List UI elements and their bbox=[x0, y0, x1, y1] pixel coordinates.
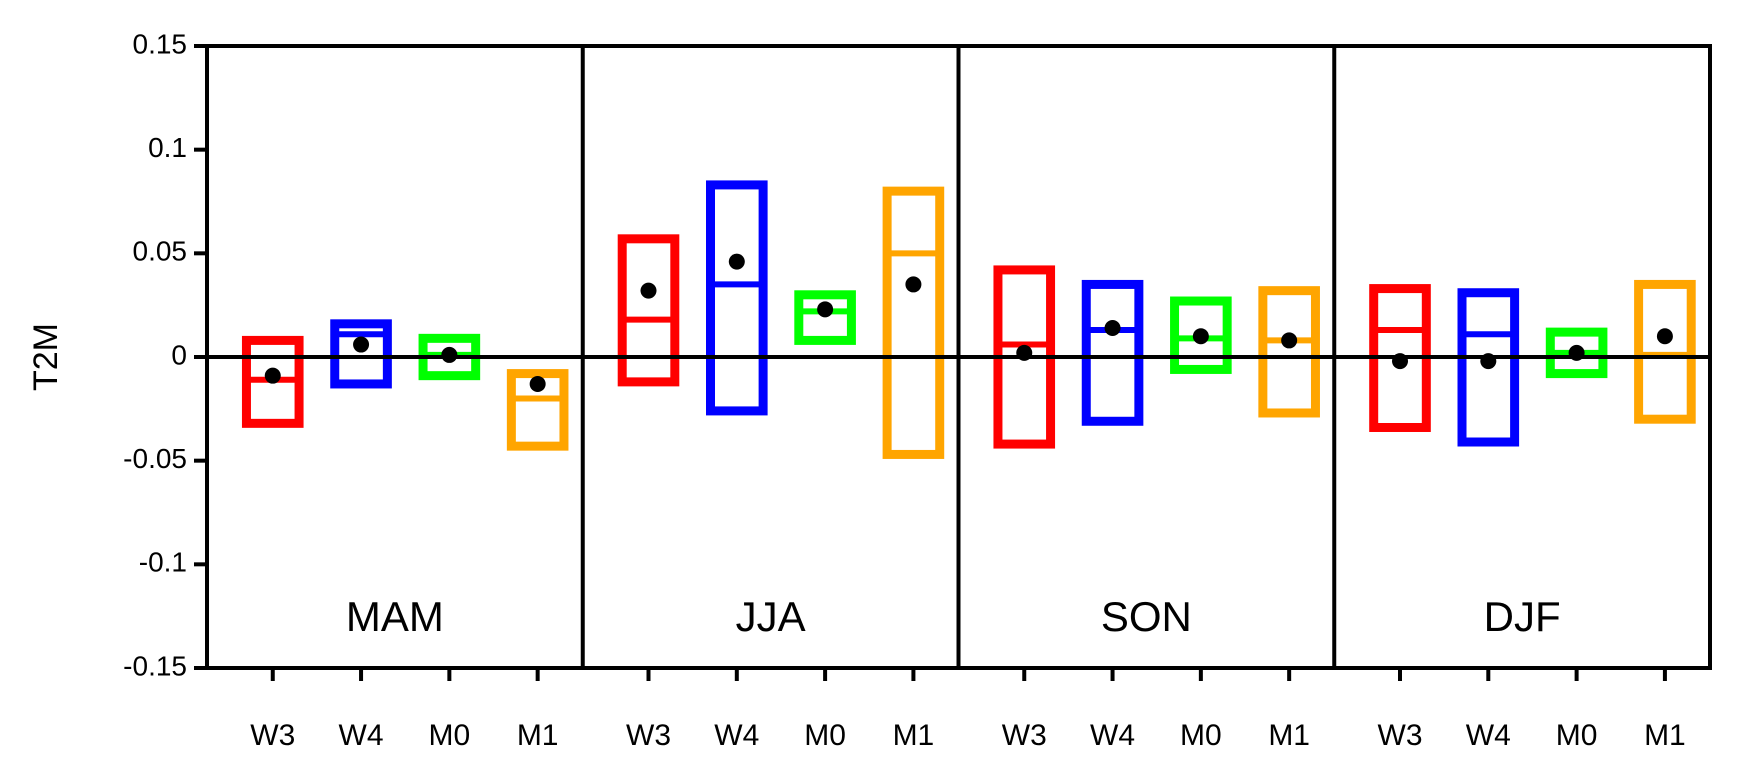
x-tick-label: M1 bbox=[1268, 719, 1310, 752]
box bbox=[882, 186, 945, 459]
box bbox=[1634, 279, 1696, 424]
box bbox=[794, 290, 856, 345]
x-tick-label: W4 bbox=[339, 719, 384, 752]
x-tick-label: M0 bbox=[1180, 719, 1222, 752]
mean-dot bbox=[1016, 344, 1033, 361]
x-tick-label: W3 bbox=[1002, 719, 1047, 752]
box bbox=[706, 180, 768, 416]
box bbox=[1258, 286, 1320, 418]
mean-dot bbox=[728, 253, 745, 270]
x-tick-label: W4 bbox=[714, 719, 759, 752]
box bbox=[617, 234, 680, 387]
x-tick-label: W4 bbox=[1090, 719, 1135, 752]
mean-dot bbox=[1192, 328, 1209, 345]
mean-dot bbox=[529, 375, 546, 392]
box bbox=[1081, 279, 1144, 426]
y-tick-label: 0.1 bbox=[148, 132, 187, 163]
x-tick-label: M1 bbox=[517, 719, 559, 752]
mean-dot bbox=[1656, 328, 1673, 345]
x-tick-label: M0 bbox=[804, 719, 846, 752]
x-tick-label: M0 bbox=[1556, 719, 1598, 752]
x-tick-label: W3 bbox=[1378, 719, 1423, 752]
box bbox=[506, 369, 569, 451]
y-tick-label: 0.05 bbox=[133, 236, 188, 267]
box bbox=[1170, 296, 1232, 374]
mean-dot bbox=[817, 301, 834, 318]
panel-label: SON bbox=[1101, 593, 1192, 640]
x-tick-label: M1 bbox=[893, 719, 935, 752]
y-tick-label: -0.15 bbox=[123, 650, 187, 681]
box bbox=[1457, 288, 1520, 447]
panel-label: DJF bbox=[1484, 593, 1561, 640]
y-tick-label: 0.15 bbox=[133, 28, 188, 59]
x-tick-label: W3 bbox=[250, 719, 295, 752]
mean-dot bbox=[1480, 353, 1497, 370]
mean-dot bbox=[640, 282, 657, 299]
x-tick-label: W3 bbox=[626, 719, 671, 752]
mean-dot bbox=[353, 336, 370, 353]
mean-dot bbox=[1392, 353, 1409, 370]
mean-dot bbox=[1104, 319, 1121, 336]
plot-frame bbox=[205, 44, 1712, 670]
mean-dot bbox=[1568, 344, 1585, 361]
mean-dot bbox=[441, 346, 458, 363]
y-tick-label: -0.05 bbox=[123, 443, 187, 474]
box bbox=[330, 319, 392, 389]
mean-dot bbox=[905, 276, 922, 293]
mean-dot bbox=[264, 367, 281, 384]
x-tick-label: M0 bbox=[429, 719, 471, 752]
x-tick-label: M1 bbox=[1644, 719, 1686, 752]
x-tick-label: W4 bbox=[1466, 719, 1511, 752]
panel-label: MAM bbox=[346, 593, 444, 640]
y-tick-label: -0.1 bbox=[139, 547, 187, 578]
y-tick-label: 0 bbox=[171, 339, 187, 370]
mean-dot bbox=[1281, 332, 1298, 349]
panel-label: JJA bbox=[736, 593, 806, 640]
y-axis-label: T2M bbox=[27, 323, 65, 391]
